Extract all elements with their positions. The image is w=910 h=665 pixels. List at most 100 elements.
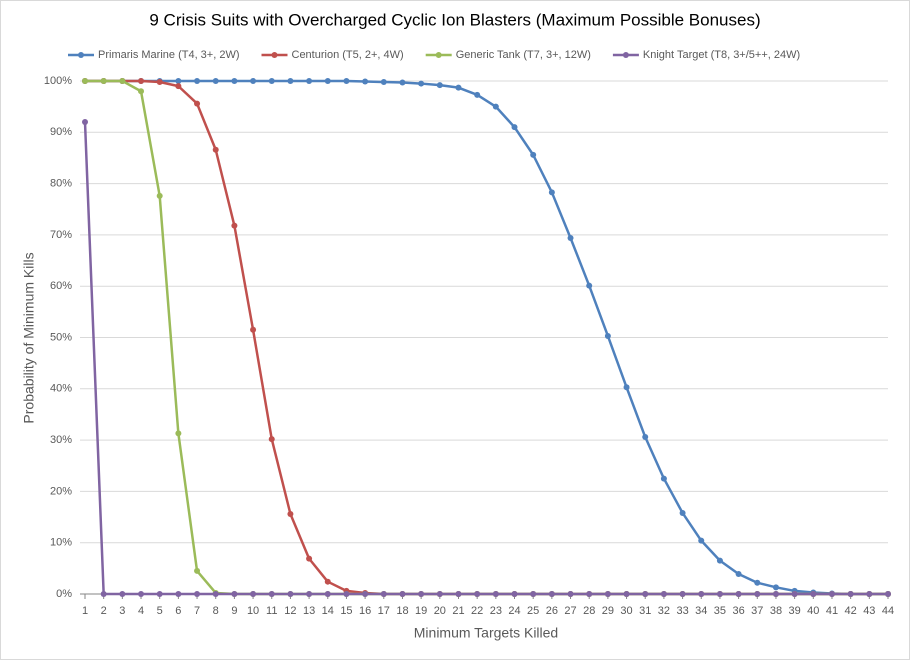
data-point <box>586 282 593 289</box>
y-tick-label: 30% <box>50 434 72 446</box>
y-tick-label: 10% <box>50 537 72 549</box>
data-point <box>735 591 742 597</box>
x-tick-label: 2 <box>101 605 107 617</box>
data-point <box>716 557 723 564</box>
data-point <box>754 591 761 597</box>
data-point <box>324 578 331 585</box>
data-point <box>138 591 145 597</box>
data-point <box>866 591 873 597</box>
data-point <box>306 591 313 597</box>
x-tick-label: 41 <box>826 605 838 617</box>
x-tick-label: 27 <box>564 605 576 617</box>
data-point <box>885 591 891 597</box>
x-tick-label: 7 <box>194 605 200 617</box>
x-tick-label: 22 <box>471 605 483 617</box>
data-point <box>324 78 331 84</box>
data-point <box>156 192 163 199</box>
data-point <box>679 591 686 597</box>
x-tick-label: 23 <box>490 605 502 617</box>
x-tick-label: 16 <box>359 605 371 617</box>
data-point <box>642 434 649 441</box>
y-tick-label: 100% <box>44 75 72 87</box>
data-point <box>287 510 294 517</box>
data-point <box>698 591 705 597</box>
x-tick-label: 29 <box>602 605 614 617</box>
data-point <box>343 78 350 84</box>
data-point <box>231 591 238 597</box>
data-point <box>455 591 462 597</box>
data-point <box>212 78 219 84</box>
x-tick-label: 36 <box>732 605 744 617</box>
data-point <box>362 78 369 85</box>
legend-marker <box>271 52 278 58</box>
data-point <box>119 78 126 84</box>
data-point <box>698 537 705 544</box>
data-point <box>716 591 723 597</box>
x-tick-label: 44 <box>882 605 894 617</box>
series-line <box>85 79 888 596</box>
x-tick-label: 6 <box>175 605 181 617</box>
x-tick-label: 38 <box>770 605 782 617</box>
data-point <box>436 82 443 89</box>
data-point <box>511 591 518 597</box>
data-point <box>194 591 201 597</box>
data-point <box>100 591 107 597</box>
data-point <box>156 591 163 597</box>
data-point <box>418 80 425 87</box>
x-axis-title: Minimum Targets Killed <box>414 625 558 641</box>
data-point <box>754 579 761 586</box>
data-point <box>100 78 107 84</box>
data-point <box>268 436 275 443</box>
x-tick-label: 31 <box>639 605 651 617</box>
x-tick-label: 26 <box>546 605 558 617</box>
data-point <box>772 584 779 591</box>
data-point <box>530 151 537 158</box>
data-point <box>194 567 201 574</box>
x-tick-label: 39 <box>789 605 801 617</box>
x-tick-label: 25 <box>527 605 539 617</box>
x-tick-label: 34 <box>695 605 707 617</box>
x-tick-label: 20 <box>434 605 446 617</box>
data-point <box>212 591 219 597</box>
data-point <box>343 591 350 597</box>
x-tick-label: 11 <box>266 605 277 617</box>
legend-label: Primaris Marine (T4, 3+, 2W) <box>98 49 240 61</box>
data-point <box>772 591 779 597</box>
y-tick-label: 40% <box>50 383 72 395</box>
data-point <box>604 591 611 597</box>
data-point <box>138 88 145 95</box>
data-point <box>474 91 481 98</box>
x-tick-label: 43 <box>863 605 875 617</box>
data-point <box>660 591 667 597</box>
data-point <box>194 100 201 107</box>
legend-marker <box>435 52 442 58</box>
x-tick-label: 3 <box>119 605 125 617</box>
x-tick-label: 28 <box>583 605 595 617</box>
x-tick-label: 5 <box>157 605 163 617</box>
data-point <box>399 591 406 597</box>
x-tick-label: 15 <box>340 605 352 617</box>
chart-title: 9 Crisis Suits with Overcharged Cyclic I… <box>149 10 760 29</box>
data-point <box>604 332 611 339</box>
data-point <box>175 591 182 597</box>
data-point <box>679 509 686 516</box>
data-point <box>362 591 369 597</box>
legend-marker <box>622 52 629 58</box>
data-point <box>847 591 854 597</box>
y-axis-title: Probability of Minimum Kills <box>21 252 37 423</box>
data-point <box>660 475 667 482</box>
data-point <box>250 591 257 597</box>
data-point <box>306 78 313 84</box>
data-point <box>175 430 182 437</box>
y-tick-label: 80% <box>50 178 72 190</box>
data-point <box>548 591 555 597</box>
data-point <box>380 79 387 86</box>
data-point <box>82 119 88 126</box>
data-point <box>492 103 499 110</box>
data-point <box>567 591 574 597</box>
data-point <box>436 591 443 597</box>
y-tick-label: 90% <box>50 126 72 138</box>
legend-label: Centurion (T5, 2+, 4W) <box>292 49 404 61</box>
